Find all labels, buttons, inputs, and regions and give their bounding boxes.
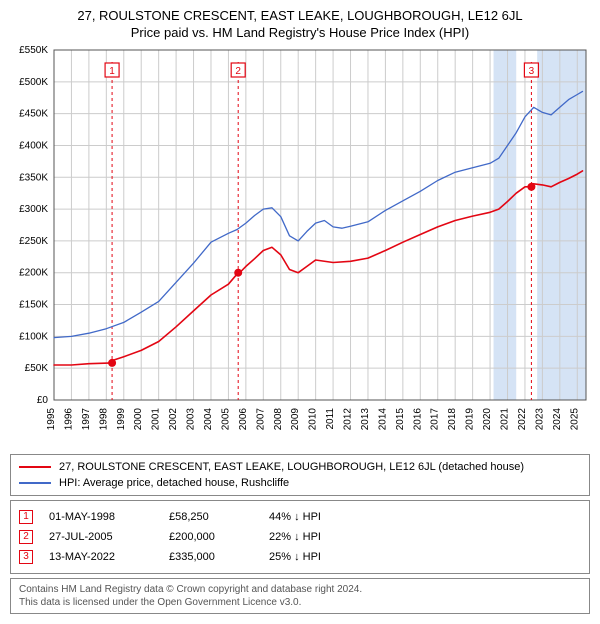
- sale-date: 27-JUL-2005: [49, 531, 169, 543]
- attribution: Contains HM Land Registry data © Crown c…: [10, 578, 590, 614]
- svg-text:£200K: £200K: [19, 268, 48, 279]
- svg-text:£450K: £450K: [19, 109, 48, 120]
- svg-text:2002: 2002: [168, 408, 179, 431]
- svg-text:1999: 1999: [116, 408, 127, 431]
- svg-text:2017: 2017: [430, 408, 441, 431]
- svg-text:£350K: £350K: [19, 172, 48, 183]
- chart-title: 27, ROULSTONE CRESCENT, EAST LEAKE, LOUG…: [10, 8, 590, 23]
- sale-diff: 44% ↓ HPI: [269, 511, 321, 523]
- sale-price: £58,250: [169, 511, 269, 523]
- legend: 27, ROULSTONE CRESCENT, EAST LEAKE, LOUG…: [10, 454, 590, 496]
- svg-text:2015: 2015: [395, 408, 406, 431]
- svg-text:2010: 2010: [308, 408, 319, 431]
- chart-subtitle: Price paid vs. HM Land Registry's House …: [10, 25, 590, 40]
- legend-label: 27, ROULSTONE CRESCENT, EAST LEAKE, LOUG…: [59, 461, 524, 473]
- svg-text:2008: 2008: [273, 408, 284, 431]
- sale-row: 3 13-MAY-2022£335,00025% ↓ HPI: [19, 547, 581, 567]
- chart-container: 27, ROULSTONE CRESCENT, EAST LEAKE, LOUG…: [0, 0, 600, 624]
- sale-marker-icon: 3: [19, 550, 33, 564]
- title-block: 27, ROULSTONE CRESCENT, EAST LEAKE, LOUG…: [10, 8, 590, 40]
- sales-table: 1 01-MAY-1998£58,25044% ↓ HPI 2 27-JUL-2005…: [10, 500, 590, 574]
- svg-text:2012: 2012: [343, 408, 354, 431]
- legend-swatch: [19, 466, 51, 468]
- svg-text:2: 2: [235, 66, 241, 77]
- svg-text:2006: 2006: [238, 408, 249, 431]
- svg-text:1997: 1997: [81, 408, 92, 431]
- svg-text:2020: 2020: [482, 408, 493, 431]
- svg-text:£100K: £100K: [19, 331, 48, 342]
- svg-text:2011: 2011: [325, 408, 336, 430]
- svg-text:2019: 2019: [465, 408, 476, 431]
- svg-text:1995: 1995: [46, 408, 57, 431]
- chart-plot: £0 £50K £100K £150K £200K £250K £300K £350K £400…: [10, 46, 590, 446]
- svg-text:1998: 1998: [98, 408, 109, 431]
- svg-text:2013: 2013: [360, 408, 371, 431]
- svg-text:2007: 2007: [255, 408, 266, 431]
- svg-text:£300K: £300K: [19, 204, 48, 215]
- legend-item: 27, ROULSTONE CRESCENT, EAST LEAKE, LOUG…: [19, 459, 581, 475]
- svg-text:£550K: £550K: [19, 46, 48, 56]
- legend-item: HPI: Average price, detached house, Rush…: [19, 475, 581, 491]
- legend-swatch: [19, 482, 51, 484]
- svg-text:2009: 2009: [290, 408, 301, 431]
- sale-marker-icon: 2: [19, 530, 33, 544]
- svg-text:2022: 2022: [517, 408, 528, 431]
- sale-date: 01-MAY-1998: [49, 511, 169, 523]
- svg-text:£150K: £150K: [19, 300, 48, 311]
- svg-text:1: 1: [109, 66, 115, 77]
- sale-price: £335,000: [169, 551, 269, 563]
- svg-text:2014: 2014: [377, 408, 388, 431]
- svg-text:2021: 2021: [500, 408, 511, 431]
- svg-text:2018: 2018: [447, 408, 458, 431]
- svg-text:2023: 2023: [534, 408, 545, 431]
- svg-text:£400K: £400K: [19, 140, 48, 151]
- svg-text:£0: £0: [37, 395, 49, 406]
- svg-text:2024: 2024: [552, 408, 563, 431]
- svg-text:3: 3: [529, 66, 535, 77]
- sale-diff: 22% ↓ HPI: [269, 531, 321, 543]
- svg-text:£500K: £500K: [19, 77, 48, 88]
- sale-price: £200,000: [169, 531, 269, 543]
- svg-text:2004: 2004: [203, 408, 214, 431]
- legend-label: HPI: Average price, detached house, Rush…: [59, 477, 289, 489]
- sale-marker-icon: 1: [19, 510, 33, 524]
- sale-diff: 25% ↓ HPI: [269, 551, 321, 563]
- svg-text:2001: 2001: [151, 408, 162, 431]
- svg-text:2016: 2016: [412, 408, 423, 431]
- sale-row: 1 01-MAY-1998£58,25044% ↓ HPI: [19, 507, 581, 527]
- sale-row: 2 27-JUL-2005£200,00022% ↓ HPI: [19, 527, 581, 547]
- svg-text:2003: 2003: [186, 408, 197, 431]
- sale-date: 13-MAY-2022: [49, 551, 169, 563]
- svg-text:£250K: £250K: [19, 236, 48, 247]
- svg-text:1996: 1996: [63, 408, 74, 431]
- svg-text:2025: 2025: [569, 408, 580, 431]
- svg-text:2000: 2000: [133, 408, 144, 431]
- attribution-line2: This data is licensed under the Open Gov…: [19, 596, 581, 609]
- svg-text:2005: 2005: [220, 408, 231, 431]
- svg-text:£50K: £50K: [25, 363, 49, 374]
